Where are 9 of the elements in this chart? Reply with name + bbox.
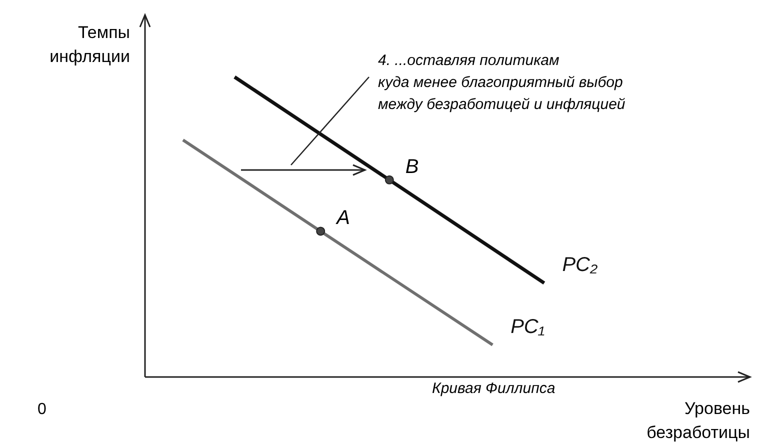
y-axis-title: Темпы инфляции: [50, 23, 130, 66]
text: 0: [38, 401, 47, 418]
series-label: PC₂: [562, 254, 598, 276]
series-label: PC₁: [510, 316, 545, 338]
annotation: 4. ...оставляя политикам куда менее благоприятный выбор между безработицей и инфляцией: [378, 52, 626, 113]
annotation: B: [405, 156, 419, 178]
annotation: A: [336, 207, 350, 230]
x-axis-title: Уровень безработицы: [646, 399, 750, 442]
text: Кривая Филлипса: [432, 380, 556, 397]
